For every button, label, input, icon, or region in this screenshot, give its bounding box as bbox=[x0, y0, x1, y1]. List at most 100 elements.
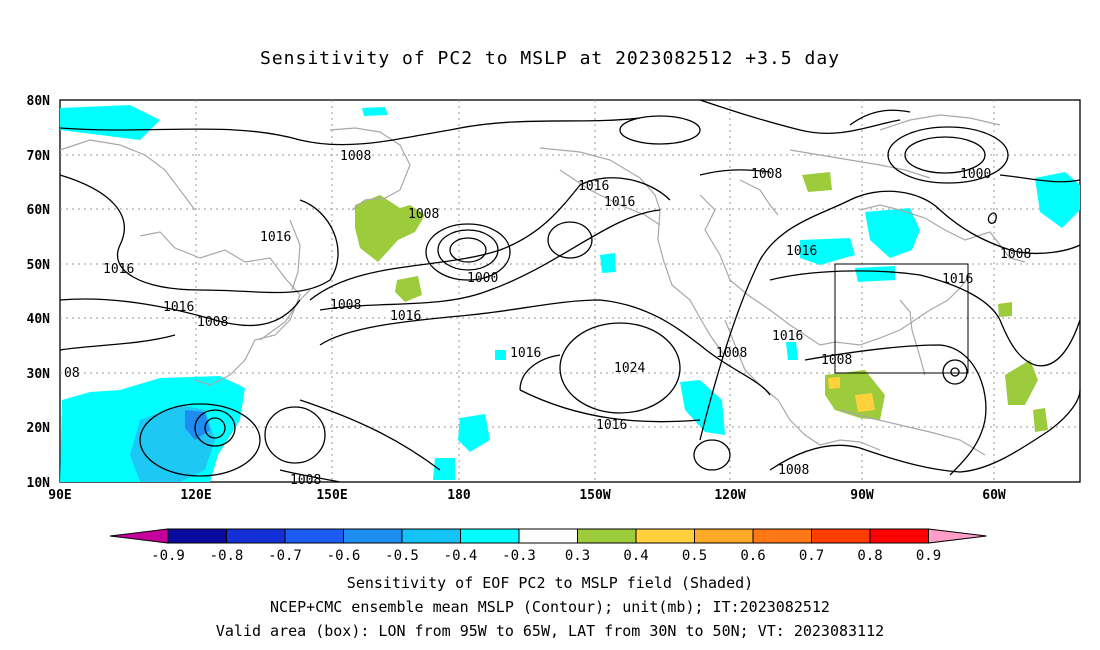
contour-label: 1008 bbox=[716, 346, 747, 361]
colorbar-tick-label: 0.4 bbox=[623, 548, 648, 564]
colorbar-tick-label: -0.5 bbox=[385, 548, 419, 564]
contour-label: 1008 bbox=[751, 167, 782, 182]
coastlines bbox=[59, 114, 1026, 456]
valid-area-box bbox=[834, 263, 969, 374]
positive-sensitivity-region bbox=[395, 276, 422, 302]
negative-sensitivity-region bbox=[362, 107, 388, 116]
lat-tick-label: 20N bbox=[27, 421, 51, 436]
negative-sensitivity-region bbox=[1035, 172, 1080, 228]
lon-tick-label: 90W bbox=[850, 488, 874, 503]
positive-sensitivity-region bbox=[828, 377, 840, 389]
colorbar-swatch bbox=[577, 528, 637, 544]
contour-label: 1016 bbox=[260, 230, 291, 245]
colorbar-swatch bbox=[811, 528, 871, 544]
lon-tick-label: 120E bbox=[180, 488, 211, 503]
colorbar-tick-label: -0.8 bbox=[210, 548, 244, 564]
positive-sensitivity-region bbox=[855, 393, 875, 412]
colorbar-swatch bbox=[869, 528, 929, 544]
colorbar-tick-label: -0.3 bbox=[502, 548, 536, 564]
colorbar-swatch bbox=[167, 528, 227, 544]
lat-tick-label: 50N bbox=[27, 258, 51, 273]
positive-sensitivity-region bbox=[355, 195, 425, 262]
colorbar-tick-label: 0.7 bbox=[799, 548, 824, 564]
negative-sensitivity-region bbox=[185, 410, 210, 440]
lat-tick-label: 80N bbox=[27, 94, 51, 109]
contour-label: 1008 bbox=[290, 473, 321, 488]
positive-sensitivity-region bbox=[998, 302, 1012, 317]
contour-label: 1024 bbox=[614, 361, 645, 376]
colorbar-tick-label: 0.6 bbox=[740, 548, 765, 564]
colorbar-swatch bbox=[226, 528, 286, 544]
contour-label: 1016 bbox=[390, 309, 421, 324]
negative-sensitivity-region bbox=[855, 266, 895, 282]
lon-tick-label: 180 bbox=[447, 488, 471, 503]
contour-label: 1016 bbox=[103, 262, 134, 277]
negative-sensitivity-region bbox=[458, 414, 490, 452]
contour-label: 1000 bbox=[960, 167, 991, 182]
colorbar-tick-label: 0.3 bbox=[565, 548, 590, 564]
colorbar-swatch bbox=[518, 528, 578, 544]
colorbar-swatch bbox=[635, 528, 695, 544]
colorbar-swatch bbox=[694, 528, 754, 544]
colorbar-tick-label: -0.6 bbox=[327, 548, 361, 564]
lat-tick-label: 10N bbox=[27, 476, 51, 491]
lat-tick-label: 30N bbox=[27, 367, 51, 382]
negative-sensitivity-region bbox=[800, 238, 855, 265]
negative-sensitivity-region bbox=[600, 253, 616, 273]
lat-axis: 80N 70N 60N 50N 40N 30N 20N 10N bbox=[27, 94, 51, 491]
colorbar-tick-label: -0.4 bbox=[444, 548, 478, 564]
lat-tick-label: 70N bbox=[27, 149, 51, 164]
colorbar-swatch bbox=[752, 528, 812, 544]
lat-tick-label: 40N bbox=[27, 312, 51, 327]
lon-tick-label: 60W bbox=[982, 488, 1006, 503]
lon-tick-label: 120W bbox=[714, 488, 745, 503]
contour-labels: 1008 1016 1016 1008 1000 1016 1016 1016 … bbox=[64, 149, 1031, 488]
contour-label: 08 bbox=[64, 366, 80, 381]
positive-sensitivity-region bbox=[1033, 408, 1048, 432]
negative-sensitivity-region bbox=[495, 350, 506, 360]
contour-label: 1008 bbox=[821, 353, 852, 368]
negative-sensitivity-region bbox=[60, 105, 160, 140]
positive-sensitivity-region bbox=[802, 172, 832, 192]
caption-line-2: NCEP+CMC ensemble mean MSLP (Contour); u… bbox=[270, 598, 830, 616]
lon-tick-label: 150W bbox=[579, 488, 610, 503]
caption-line-3: Valid area (box): LON from 95W to 65W, L… bbox=[215, 622, 885, 640]
contour-label: 1008 bbox=[197, 315, 228, 330]
contour-label: 1016 bbox=[163, 300, 194, 315]
contour-label: 1016 bbox=[786, 244, 817, 259]
contour-label: 1008 bbox=[408, 207, 439, 222]
lat-tick-label: 60N bbox=[27, 203, 51, 218]
contour-label: 1008 bbox=[330, 298, 361, 313]
positive-sensitivity-region bbox=[1005, 360, 1038, 405]
mslp-contours bbox=[59, 99, 1081, 483]
colorbar-swatch bbox=[343, 528, 403, 544]
colorbar-tick-label: 0.9 bbox=[916, 548, 941, 564]
contour-label: 1016 bbox=[942, 272, 973, 287]
colorbar-swatch bbox=[401, 528, 461, 544]
lon-axis: 90E 120E 150E 180 150W 120W 90W 60W bbox=[48, 488, 1006, 503]
colorbar-swatch bbox=[460, 528, 520, 544]
negative-sensitivity-region bbox=[433, 458, 455, 480]
contour-label: 1008 bbox=[778, 463, 809, 478]
lon-tick-label: 150E bbox=[316, 488, 347, 503]
negative-sensitivity-region bbox=[865, 208, 920, 258]
colorbar-swatch bbox=[284, 528, 344, 544]
colorbar-tick-label: 0.8 bbox=[857, 548, 882, 564]
negative-sensitivity-region bbox=[680, 380, 725, 435]
colorbar-tick-label: -0.9 bbox=[151, 548, 185, 564]
colorbar-tick-label: 0.5 bbox=[682, 548, 707, 564]
sensitivity-shading bbox=[60, 105, 1080, 482]
negative-sensitivity-region bbox=[786, 342, 798, 360]
contour-label: 1016 bbox=[578, 179, 609, 194]
colorbar: -0.9 -0.8 -0.7 -0.6 -0.5 -0.4 -0.3 0.3 0.4 0.5 0.6… bbox=[109, 528, 987, 564]
colorbar-left-arrow bbox=[109, 528, 169, 544]
contour-label: 1008 bbox=[1000, 247, 1031, 262]
contour-label: 1016 bbox=[596, 418, 627, 433]
colorbar-right-arrow bbox=[928, 528, 987, 544]
contour-label: 1016 bbox=[510, 346, 541, 361]
lon-tick-label: 90E bbox=[48, 488, 71, 503]
caption-line-1: Sensitivity of EOF PC2 to MSLP field (Sh… bbox=[346, 574, 754, 592]
contour-label: 1016 bbox=[604, 195, 635, 210]
colorbar-tick-label: -0.7 bbox=[268, 548, 302, 564]
